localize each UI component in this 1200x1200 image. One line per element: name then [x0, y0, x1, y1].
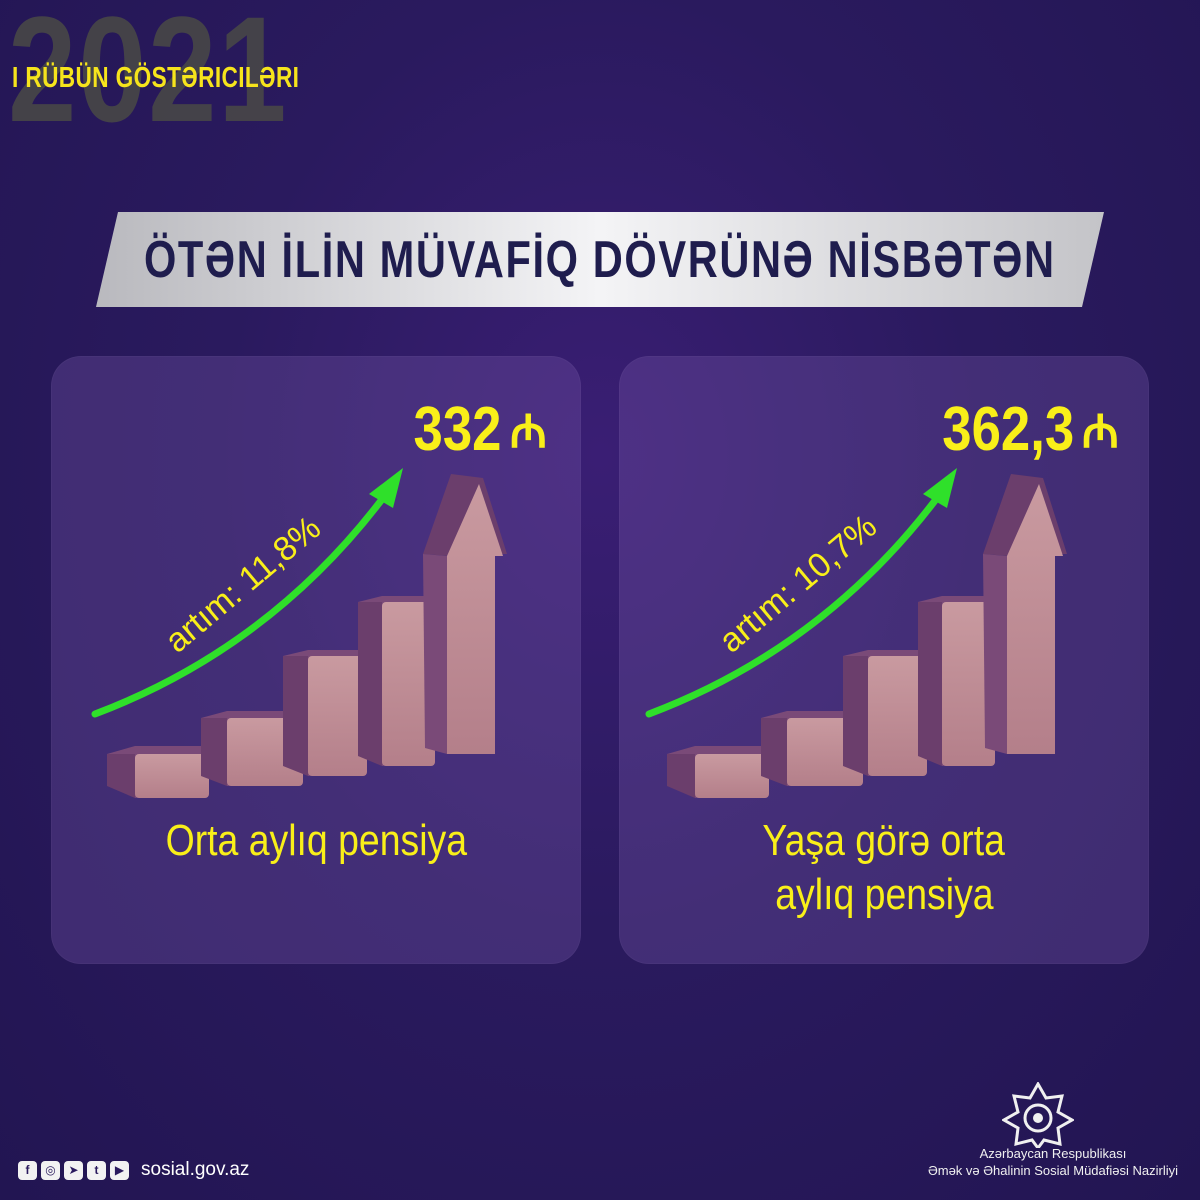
social-links: f ◎ ➤ t ▶ sosial.gov.az: [18, 1159, 249, 1181]
bar-chart-icon: [667, 474, 1067, 798]
telegram-icon[interactable]: ➤: [64, 1160, 83, 1180]
bar-chart-icon: [107, 474, 507, 798]
facebook-icon[interactable]: f: [18, 1160, 37, 1180]
banner-title: ÖTƏN İLİN MÜVAFİQ DÖVRÜNƏ NİSBƏTƏN: [144, 230, 1056, 289]
growth-arrow: [645, 494, 941, 718]
average-pension-value: 332 ₼: [413, 395, 547, 464]
manat-icon: ₼: [1081, 404, 1119, 457]
ministry-emblem-icon: [1002, 1082, 1074, 1148]
instagram-icon[interactable]: ◎: [41, 1160, 60, 1180]
title-banner: ÖTƏN İLİN MÜVAFİQ DÖVRÜNƏ NİSBƏTƏN: [96, 212, 1104, 307]
manat-icon: ₼: [509, 404, 547, 457]
youtube-icon[interactable]: ▶: [110, 1160, 129, 1180]
banner-shape: [96, 212, 1104, 307]
website-link[interactable]: sosial.gov.az: [141, 1159, 250, 1180]
card-average-pension: 332 ₼ artım: 11,8% Orta aylıq pensiya: [51, 356, 581, 964]
card-label: Yaşa görə orta aylıq pensiya: [762, 816, 1006, 919]
ministry-name: Azərbaycan Respublikası Əmək və Əhalinin…: [927, 1146, 1178, 1178]
card-old-age-pension: 362,3 ₼ artım: 10,7% Yaşa görə orta aylı…: [619, 356, 1149, 964]
growth-arrow-head: [923, 468, 957, 508]
card-label: Orta aylıq pensiya: [165, 816, 467, 865]
growth-arrow-head: [369, 468, 403, 508]
twitter-icon[interactable]: t: [87, 1160, 106, 1180]
growth-arrow: [91, 494, 387, 718]
growth-graphic: [91, 468, 507, 798]
old-age-pension-value: 362,3 ₼: [941, 395, 1119, 464]
quarter-label: I RÜBÜN GÖSTƏRICILƏRI: [12, 62, 300, 94]
growth-graphic: [645, 468, 1067, 798]
year-watermark: 2021: [8, 0, 289, 153]
